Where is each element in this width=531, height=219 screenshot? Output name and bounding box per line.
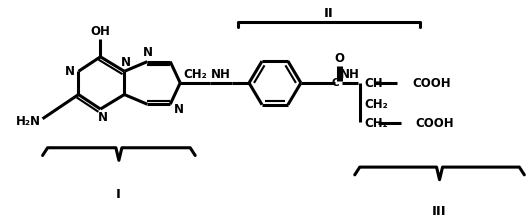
Text: O: O: [335, 52, 345, 65]
Text: N: N: [97, 111, 107, 124]
Text: II: II: [324, 7, 333, 20]
Text: NH: NH: [211, 68, 231, 81]
Text: CH₂: CH₂: [365, 98, 389, 111]
Text: N: N: [64, 65, 74, 78]
Text: NH: NH: [340, 68, 359, 81]
Text: I: I: [116, 188, 121, 201]
Text: N: N: [174, 102, 184, 116]
Text: N: N: [143, 46, 153, 59]
Text: III: III: [432, 205, 447, 218]
Text: COOH: COOH: [416, 117, 454, 130]
Text: OH: OH: [90, 25, 110, 38]
Text: CH₂: CH₂: [365, 117, 389, 130]
Text: H₂N: H₂N: [16, 115, 41, 128]
Text: CH₂: CH₂: [183, 68, 207, 81]
Text: C: C: [331, 78, 339, 88]
Text: COOH: COOH: [413, 77, 451, 90]
Text: CH: CH: [365, 77, 383, 90]
Text: N: N: [122, 56, 131, 69]
